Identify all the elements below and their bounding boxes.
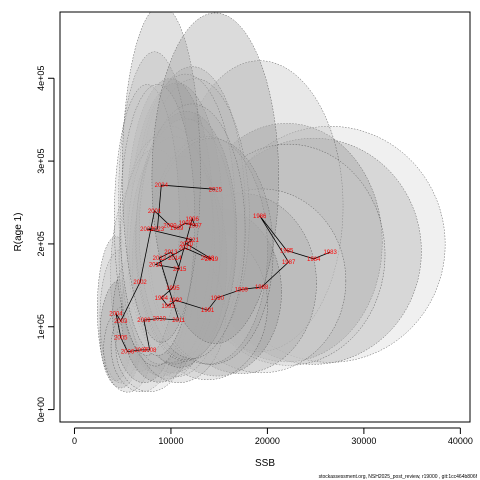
year-label-2015: 2015 (173, 267, 187, 273)
year-label-2009: 2009 (137, 318, 151, 324)
confidence-ellipse (99, 249, 142, 384)
year-label-2005: 2005 (114, 336, 128, 342)
year-label-1995: 1995 (166, 286, 180, 292)
year-label-2006: 2006 (121, 350, 135, 356)
x-tick-label: 10000 (158, 436, 183, 446)
year-label-1990: 1990 (211, 296, 225, 302)
year-label-2004: 2004 (109, 311, 123, 317)
year-label-2010: 2010 (153, 316, 167, 322)
y-tick-label: 0e+00 (36, 397, 46, 422)
year-label-2013: 2013 (164, 250, 178, 256)
year-label-1988: 1988 (255, 285, 269, 291)
year-label-2020: 2020 (180, 242, 194, 248)
year-label-2014: 2014 (168, 256, 182, 262)
year-label-2007: 2007 (134, 348, 148, 354)
confidence-ellipse (128, 190, 218, 374)
year-label-2008: 2008 (143, 348, 157, 354)
confidence-ellipse (192, 143, 386, 366)
year-label-1993: 1993 (161, 304, 175, 310)
year-label-1985: 1985 (280, 249, 294, 255)
year-label-2017: 2017 (179, 246, 193, 252)
plot-frame (59, 11, 471, 423)
y-tick-label: 3e+05 (36, 148, 46, 173)
x-tick-label: 0 (72, 436, 77, 446)
confidence-ellipse (127, 126, 215, 363)
footer-text: stockassessment.org, NSH2025_post_review… (319, 474, 478, 480)
year-label-1996: 1996 (185, 217, 199, 223)
year-label-2018: 2018 (201, 256, 215, 262)
year-label-2021: 2021 (185, 238, 199, 244)
x-axis: 0 10000 20000 30000 40000 (72, 427, 473, 446)
confidence-ellipse (138, 103, 246, 359)
year-label-1987: 1987 (282, 260, 296, 266)
year-label-2003: 2003 (114, 319, 128, 325)
confidence-ellipse (149, 137, 274, 365)
confidence-ellipse (114, 84, 180, 356)
x-tick-label: 30000 (351, 436, 376, 446)
trajectory-path (115, 184, 331, 353)
year-label-2001: 2001 (148, 209, 162, 215)
confidence-ellipse (214, 126, 446, 363)
year-label-1984: 1984 (307, 257, 321, 263)
confidence-ellipse (190, 123, 383, 363)
year-label-1998: 1998 (179, 221, 193, 227)
x-tick-label: 20000 (255, 436, 280, 446)
confidence-ellipse (115, 301, 184, 392)
year-label-2025: 2025 (209, 187, 223, 193)
confidence-ellipse (151, 12, 279, 344)
confidence-ellipse (119, 84, 196, 356)
confidence-ellipse (131, 248, 226, 383)
confidence-ellipse (126, 78, 214, 355)
year-label-2011: 2011 (172, 318, 186, 324)
year-label-1989: 1989 (235, 287, 249, 293)
year-label-1986: 1986 (253, 214, 267, 220)
x-axis-label: SSB (255, 458, 275, 469)
year-label-2016: 2016 (149, 263, 163, 269)
confidence-ellipse (118, 148, 193, 367)
year-label-2023: 2023 (151, 227, 165, 233)
confidence-ellipse (177, 188, 347, 374)
year-label-1999: 1999 (170, 226, 184, 232)
confidence-ellipse (132, 155, 228, 368)
year-label-1992: 1992 (169, 298, 183, 304)
year-label-1994: 1994 (155, 296, 169, 302)
confidence-ellipse (135, 118, 236, 362)
year-label-2019: 2019 (205, 257, 219, 263)
year-label-2024: 2024 (155, 183, 169, 189)
year-label-2002: 2002 (133, 280, 147, 286)
confidence-ellipse (99, 279, 142, 389)
x-tick-label: 40000 (448, 436, 473, 446)
confidence-ellipse (130, 82, 223, 356)
y-axis-label: R(age 1) (13, 213, 24, 252)
confidence-ellipse (112, 248, 176, 383)
year-label-1983: 1983 (323, 250, 337, 256)
year-label-1991: 1991 (201, 308, 215, 314)
year-label-2000: 2000 (163, 224, 177, 230)
year-label-2022: 2022 (140, 227, 154, 233)
y-tick-label: 4e+05 (36, 66, 46, 91)
y-tick-label: 2e+05 (36, 231, 46, 256)
year-label-1997: 1997 (188, 224, 202, 230)
confidence-ellipses (97, 12, 446, 393)
y-tick-label: 1e+05 (36, 314, 46, 339)
y-axis: 0e+00 1e+05 2e+05 3e+05 4e+05 (36, 66, 55, 422)
trajectory-line (115, 184, 331, 353)
year-label-2012: 2012 (153, 256, 167, 262)
